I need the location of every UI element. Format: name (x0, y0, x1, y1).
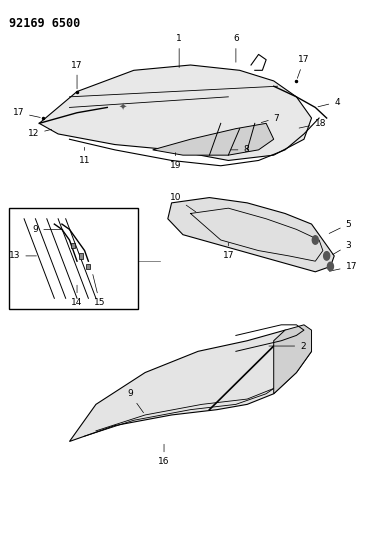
Polygon shape (274, 325, 312, 394)
Text: ✦: ✦ (118, 102, 126, 112)
Text: 17: 17 (330, 262, 357, 271)
Bar (9, 208, 138, 309)
Text: 9: 9 (127, 389, 144, 413)
Text: 17: 17 (297, 55, 310, 78)
Text: 11: 11 (79, 147, 90, 165)
Bar (71, 243, 75, 248)
Text: 12: 12 (28, 130, 52, 139)
Circle shape (327, 262, 333, 271)
Text: 19: 19 (170, 152, 181, 170)
Bar (79, 253, 83, 259)
Text: 8: 8 (231, 146, 249, 155)
Text: 9: 9 (32, 225, 63, 234)
Polygon shape (39, 65, 312, 160)
Text: 16: 16 (158, 444, 170, 466)
Text: 1: 1 (176, 34, 182, 68)
Circle shape (312, 236, 319, 244)
Text: 2: 2 (269, 342, 306, 351)
Text: 15: 15 (93, 274, 106, 308)
Text: 13: 13 (9, 252, 37, 261)
Circle shape (323, 252, 330, 260)
Polygon shape (69, 330, 312, 441)
Text: 18: 18 (299, 119, 327, 128)
Text: 14: 14 (71, 285, 83, 308)
Polygon shape (168, 198, 334, 272)
Text: 6: 6 (233, 34, 239, 62)
Text: 92169 6500: 92169 6500 (9, 17, 80, 30)
Polygon shape (153, 123, 274, 155)
Text: 17: 17 (71, 61, 83, 89)
Bar (86, 264, 90, 269)
Text: 10: 10 (170, 193, 196, 212)
Text: 7: 7 (261, 114, 279, 123)
Text: 4: 4 (318, 98, 340, 107)
Text: 3: 3 (333, 241, 351, 254)
Text: 17: 17 (13, 108, 40, 117)
Text: 5: 5 (329, 220, 351, 233)
Text: 17: 17 (223, 243, 234, 261)
